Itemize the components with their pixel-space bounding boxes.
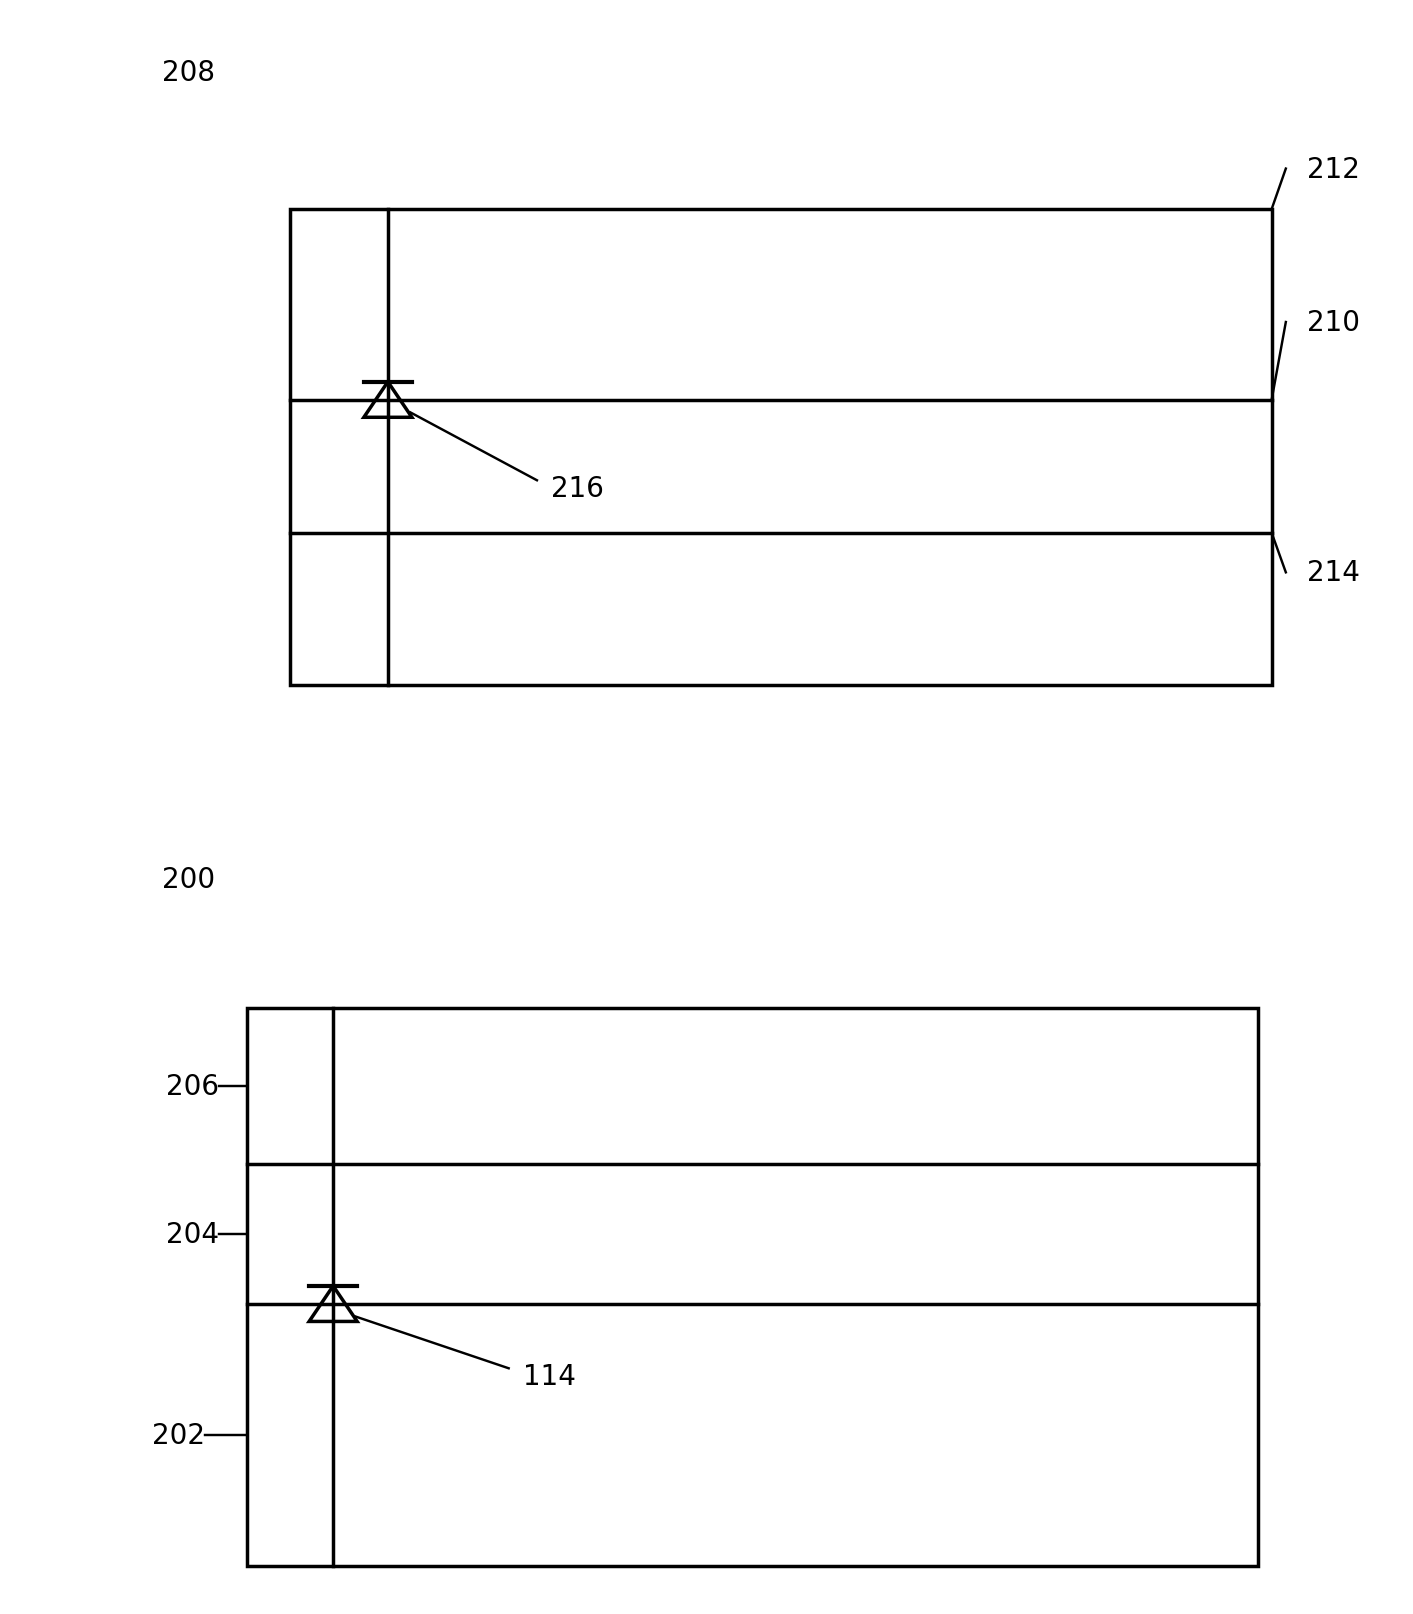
Text: 208: 208	[162, 58, 216, 87]
Text: 200: 200	[162, 865, 216, 894]
Text: 114: 114	[523, 1362, 575, 1391]
Text: 210: 210	[1307, 308, 1361, 337]
Text: 216: 216	[551, 475, 603, 504]
Text: 206: 206	[165, 1073, 219, 1101]
Bar	[247, 1009, 1258, 1566]
Text: 202: 202	[151, 1420, 205, 1449]
Text: 204: 204	[165, 1220, 219, 1248]
Text: 214: 214	[1307, 558, 1359, 587]
Text: 212: 212	[1307, 155, 1359, 184]
Bar	[290, 210, 1272, 686]
